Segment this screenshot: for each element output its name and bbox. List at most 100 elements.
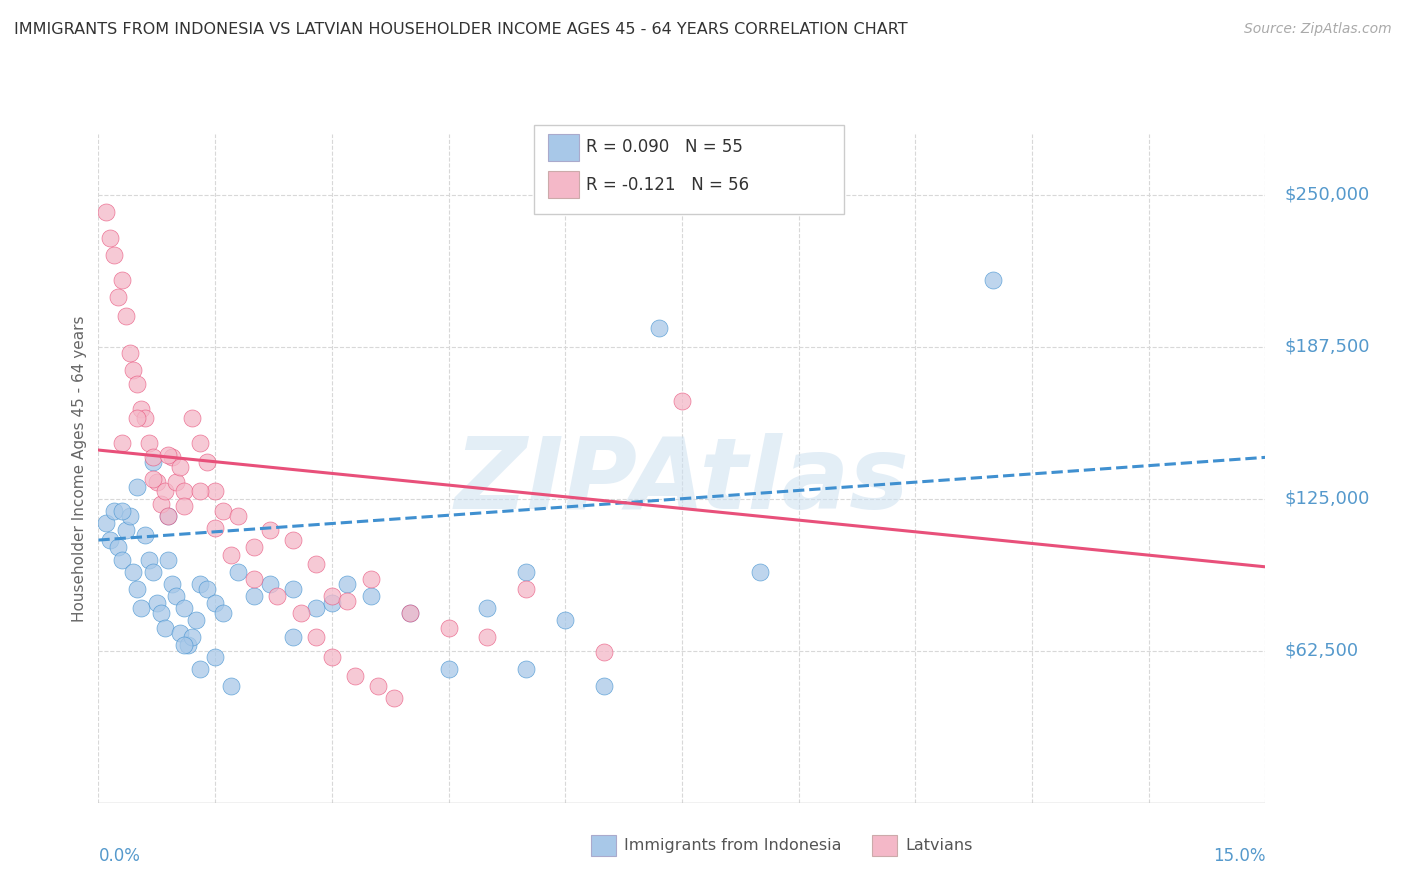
Point: [477, 601, 499, 615]
Point: [281, 582, 304, 596]
Point: [157, 508, 180, 523]
Point: [259, 524, 281, 538]
Point: [360, 589, 382, 603]
Text: IMMIGRANTS FROM INDONESIA VS LATVIAN HOUSEHOLDER INCOME AGES 45 - 64 YEARS CORRE: IMMIGRANTS FROM INDONESIA VS LATVIAN HOU…: [14, 22, 908, 37]
Point: [173, 484, 195, 499]
Point: [515, 565, 537, 579]
Point: [96, 516, 118, 530]
Point: [398, 606, 420, 620]
Point: [367, 679, 389, 693]
Point: [111, 552, 134, 566]
Point: [114, 310, 136, 324]
Point: [188, 484, 211, 499]
Point: [138, 435, 160, 450]
Point: [305, 601, 328, 615]
Point: [111, 435, 134, 450]
Point: [180, 631, 202, 645]
Point: [107, 541, 129, 555]
Point: [360, 572, 382, 586]
Point: [204, 596, 226, 610]
Point: [266, 589, 288, 603]
Text: ZIPAtlas: ZIPAtlas: [454, 434, 910, 530]
Point: [188, 662, 211, 676]
Point: [321, 596, 343, 610]
Point: [127, 411, 149, 425]
Point: [127, 479, 149, 493]
Point: [118, 345, 141, 359]
Point: [515, 662, 537, 676]
Point: [103, 248, 125, 262]
Point: [219, 548, 242, 562]
Point: [195, 582, 218, 596]
Point: [243, 572, 266, 586]
Point: [114, 524, 136, 538]
Point: [228, 508, 250, 523]
Point: [305, 558, 328, 572]
Point: [162, 577, 184, 591]
Point: [111, 504, 134, 518]
Point: [173, 499, 195, 513]
Point: [129, 401, 152, 416]
Point: [398, 606, 420, 620]
Point: [146, 596, 169, 610]
Text: 15.0%: 15.0%: [1213, 847, 1265, 864]
Text: R = -0.121   N = 56: R = -0.121 N = 56: [586, 176, 749, 194]
Point: [204, 649, 226, 664]
Point: [169, 625, 191, 640]
Point: [382, 691, 405, 706]
Point: [188, 435, 211, 450]
Point: [554, 613, 576, 627]
Point: [748, 565, 770, 579]
Point: [305, 631, 328, 645]
Point: [593, 645, 616, 659]
Point: [165, 589, 187, 603]
Point: [142, 565, 165, 579]
Point: [107, 290, 129, 304]
Point: [118, 508, 141, 523]
Point: [173, 638, 195, 652]
Point: [321, 649, 343, 664]
Point: [111, 273, 134, 287]
Point: [149, 497, 172, 511]
Point: [127, 582, 149, 596]
Point: [173, 601, 195, 615]
Point: [212, 606, 235, 620]
Text: $125,000: $125,000: [1285, 490, 1371, 508]
Point: [212, 504, 235, 518]
Point: [281, 631, 304, 645]
Point: [142, 455, 165, 469]
Point: [515, 582, 537, 596]
Point: [146, 475, 169, 489]
Point: [195, 455, 218, 469]
Point: [165, 475, 187, 489]
Point: [344, 669, 367, 683]
Point: [169, 460, 191, 475]
Point: [134, 528, 156, 542]
Point: [138, 552, 160, 566]
Point: [290, 606, 312, 620]
Text: 0.0%: 0.0%: [98, 847, 141, 864]
Point: [180, 411, 202, 425]
Point: [122, 565, 145, 579]
Point: [259, 577, 281, 591]
Point: [157, 508, 180, 523]
Point: [127, 377, 149, 392]
Point: [188, 577, 211, 591]
Point: [477, 631, 499, 645]
Point: [437, 621, 460, 635]
Y-axis label: Householder Income Ages 45 - 64 years: Householder Income Ages 45 - 64 years: [72, 315, 87, 622]
Point: [204, 484, 226, 499]
Point: [177, 638, 200, 652]
Point: [593, 679, 616, 693]
Point: [219, 679, 242, 693]
Text: $187,500: $187,500: [1285, 338, 1371, 356]
Point: [129, 601, 152, 615]
Text: $62,500: $62,500: [1285, 641, 1360, 660]
Point: [149, 606, 172, 620]
Point: [98, 533, 121, 547]
Point: [142, 472, 165, 486]
Point: [228, 565, 250, 579]
Point: [142, 450, 165, 465]
Point: [647, 321, 669, 335]
Point: [96, 204, 118, 219]
